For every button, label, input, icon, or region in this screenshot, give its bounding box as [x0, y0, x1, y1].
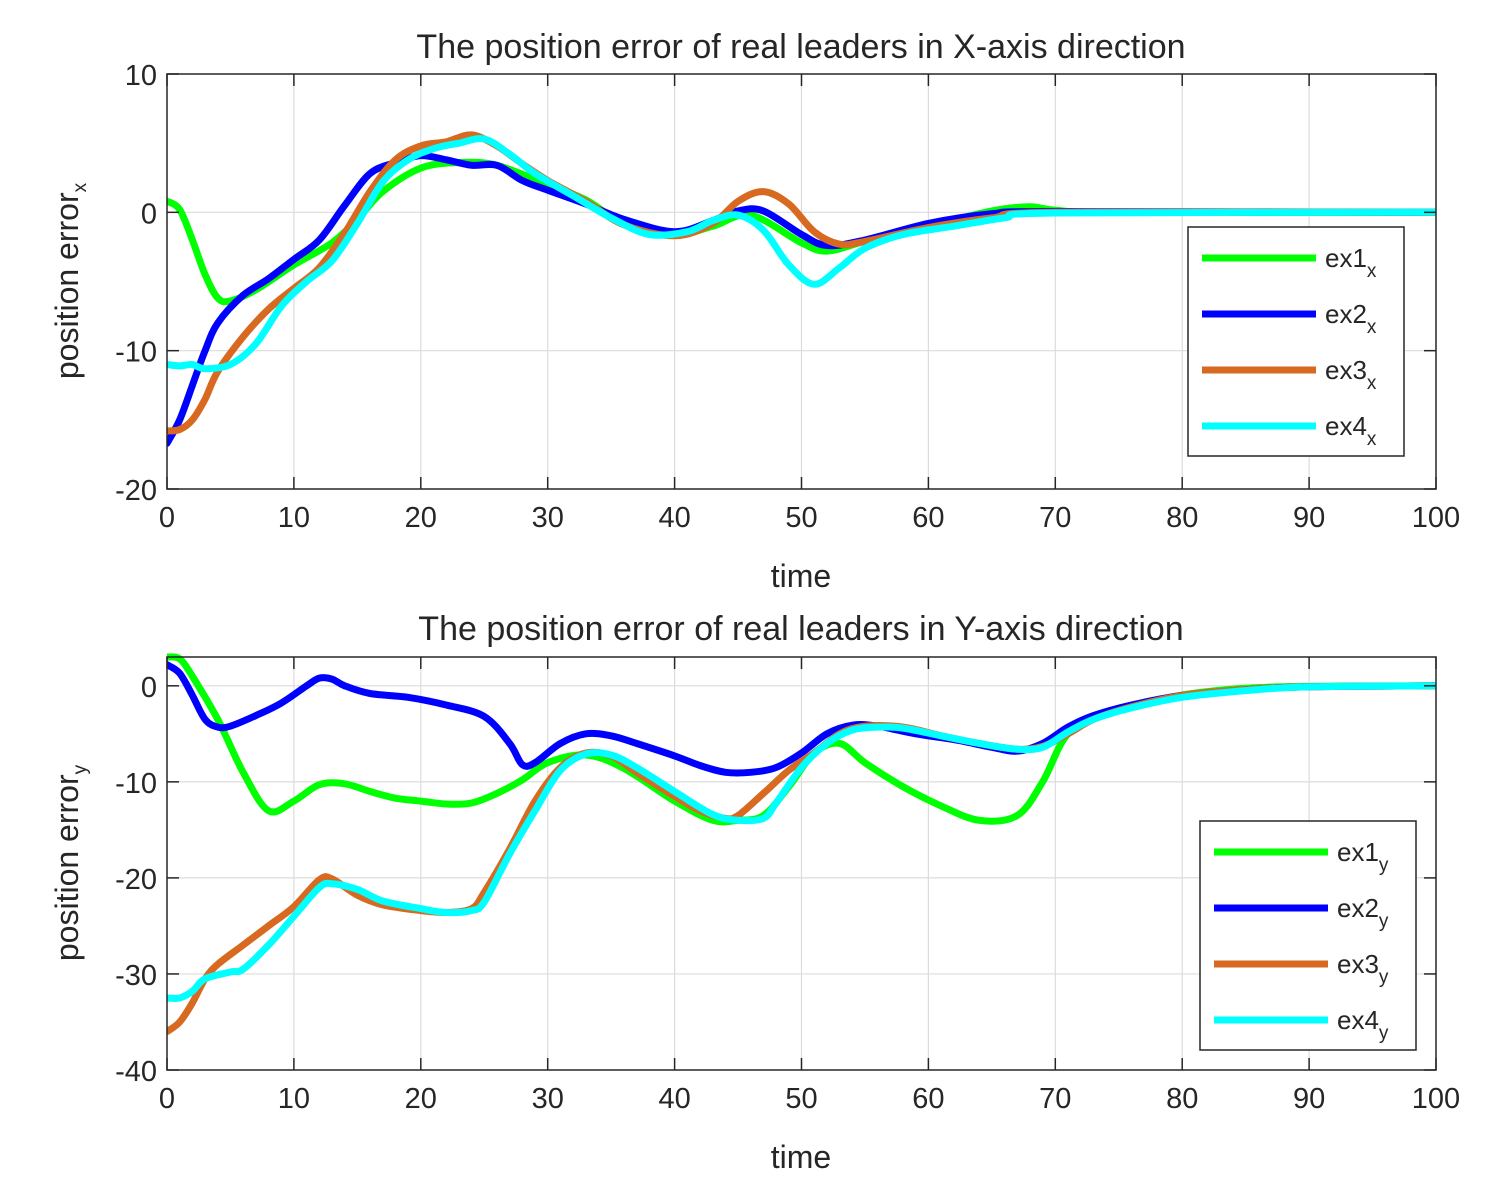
ticks: 0 10 20 30 40 50 60 70 80 90 100 -40 -30 -20 -10 0	[115, 657, 1460, 1115]
y-axis-label: position errorx	[49, 182, 91, 379]
x-tick-label: 40	[658, 502, 690, 534]
x-axis-label: time	[771, 1139, 831, 1175]
y-tick-label: 10	[125, 60, 157, 92]
x-tick-label: 60	[912, 502, 944, 534]
subplot-y-axis-error: The position error of real leaders in Y-…	[49, 610, 1460, 1175]
x-tick-label: 10	[278, 502, 310, 534]
y-axis-label-sub: y	[70, 764, 91, 774]
ticks: 0 10 20 30 40 50 60 70 80 90 100 -20 -10 0 10	[115, 60, 1460, 534]
subplot-x-axis-error: The position error of real leaders in X-…	[49, 28, 1460, 594]
series-layer	[167, 653, 1436, 1036]
x-axis-label: time	[771, 558, 831, 594]
legend-label-ex4: ex4x	[1325, 411, 1377, 450]
x-tick-label: 60	[912, 1083, 944, 1115]
x-tick-label: 30	[532, 502, 564, 534]
x-tick-label: 0	[159, 502, 175, 534]
x-tick-label: 20	[405, 502, 437, 534]
x-tick-label: 30	[532, 1083, 564, 1115]
y-tick-label: -20	[115, 475, 157, 507]
legend-box	[1187, 226, 1405, 457]
x-tick-label: 10	[278, 1083, 310, 1115]
x-tick-label: 80	[1166, 1083, 1198, 1115]
series-line-ex4	[167, 135, 1436, 373]
legend-label-ex4: ex4y	[1337, 1005, 1389, 1044]
x-tick-label: 0	[159, 1083, 175, 1115]
y-tick-label: -40	[115, 1056, 157, 1088]
y-tick-label: 0	[141, 198, 157, 230]
legend: ex1x ex2x ex3x ex4x	[1187, 226, 1405, 457]
y-tick-label: -10	[115, 768, 157, 800]
legend-label-ex1: ex1x	[1325, 243, 1377, 282]
x-tick-label: 100	[1412, 502, 1460, 534]
y-axis-label-text: position error	[49, 192, 85, 379]
x-tick-label: 90	[1293, 1083, 1325, 1115]
x-tick-label: 70	[1039, 1083, 1071, 1115]
chart-title: The position error of real leaders in Y-…	[418, 610, 1183, 648]
y-tick-label: -20	[115, 864, 157, 896]
series-line-ex4	[167, 682, 1436, 1002]
y-axis-label-sub: x	[70, 182, 91, 192]
x-tick-label: 40	[658, 1083, 690, 1115]
y-tick-label: -10	[115, 337, 157, 369]
y-tick-label: -30	[115, 960, 157, 992]
x-tick-label: 70	[1039, 502, 1071, 534]
legend-label-ex3: ex3x	[1325, 355, 1377, 394]
legend: ex1y ex2y ex3y ex4y	[1199, 820, 1417, 1051]
x-tick-label: 20	[405, 1083, 437, 1115]
series-line-ex1	[167, 653, 1436, 826]
x-tick-label: 50	[785, 1083, 817, 1115]
x-tick-label: 50	[785, 502, 817, 534]
x-tick-label: 100	[1412, 1083, 1460, 1115]
legend-box	[1199, 820, 1417, 1051]
legend-label-ex2: ex2x	[1325, 299, 1377, 338]
x-tick-label: 80	[1166, 502, 1198, 534]
y-axis-label-text: position error	[49, 774, 85, 961]
series-layer	[167, 131, 1436, 447]
x-tick-label: 90	[1293, 502, 1325, 534]
legend-label-ex3: ex3y	[1337, 949, 1389, 988]
legend-label-ex1: ex1y	[1337, 837, 1389, 876]
legend-label-ex2: ex2y	[1337, 893, 1389, 932]
chart-title: The position error of real leaders in X-…	[416, 28, 1185, 66]
y-tick-label: 0	[141, 672, 157, 704]
y-axis-label: position errory	[49, 764, 91, 961]
